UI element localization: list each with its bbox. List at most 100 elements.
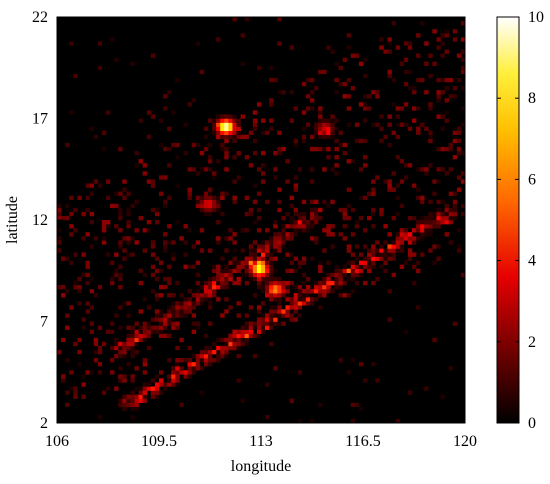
heatmap-cell	[73, 390, 78, 395]
heatmap-cell	[440, 33, 445, 38]
heatmap-cell	[346, 293, 352, 298]
heatmap-cell	[314, 207, 319, 213]
heatmap-cell	[273, 150, 278, 156]
heatmap-cell	[330, 49, 335, 54]
heatmap-cell	[232, 345, 237, 351]
heatmap-cell	[358, 272, 364, 278]
heatmap-cell	[346, 370, 352, 375]
heatmap-cell	[399, 203, 405, 209]
heatmap-cell	[314, 122, 319, 127]
heatmap-cell	[277, 130, 282, 136]
heatmap-cell	[236, 118, 241, 123]
heatmap-cell	[420, 199, 425, 205]
heatmap-cell	[171, 374, 176, 379]
heatmap-cell	[281, 284, 286, 290]
heatmap-cell	[134, 321, 139, 326]
heatmap-cell	[371, 280, 376, 286]
heatmap-cell	[175, 345, 180, 351]
heatmap-cell	[118, 211, 123, 217]
heatmap-cell	[350, 264, 356, 270]
y-tick-label: 2	[40, 415, 48, 432]
heatmap-cell	[411, 236, 417, 241]
heatmap-cell	[212, 349, 217, 355]
heatmap-cell	[293, 175, 299, 180]
heatmap-cell	[248, 256, 254, 261]
heatmap-cell	[273, 321, 278, 326]
heatmap-cell	[326, 280, 331, 286]
heatmap-cell	[387, 179, 392, 184]
heatmap-cell	[154, 394, 160, 399]
heatmap-cell	[256, 272, 262, 278]
heatmap-cell	[448, 211, 454, 217]
heatmap-cell	[460, 65, 466, 71]
heatmap-cell	[252, 321, 258, 326]
heatmap-cell	[318, 146, 323, 152]
heatmap-cell	[363, 106, 368, 111]
heatmap-cell	[236, 175, 241, 180]
heatmap-cell	[154, 268, 160, 274]
heatmap-cell	[432, 211, 437, 217]
heatmap-cell	[199, 69, 205, 75]
heatmap-cell	[220, 130, 225, 136]
heatmap-cell	[163, 106, 168, 111]
heatmap-cell	[424, 386, 429, 391]
heatmap-cell	[203, 203, 209, 209]
heatmap-cell	[277, 293, 282, 298]
heatmap-cell	[358, 215, 364, 221]
heatmap-cell	[224, 284, 229, 290]
heatmap-cell	[248, 305, 254, 310]
heatmap-cell	[322, 167, 327, 172]
heatmap-cell	[154, 390, 160, 395]
heatmap-cell	[252, 126, 258, 131]
heatmap-cell	[309, 167, 315, 172]
heatmap-cell	[375, 94, 380, 99]
heatmap-cell	[118, 341, 123, 347]
heatmap-cell	[358, 362, 364, 367]
heatmap-cell	[228, 114, 233, 119]
heatmap-cell	[326, 122, 331, 127]
heatmap-cell	[379, 252, 384, 257]
heatmap-cell	[269, 325, 274, 330]
heatmap-cell	[142, 382, 148, 387]
heatmap-cell	[61, 337, 66, 343]
heatmap-cell	[448, 146, 454, 152]
heatmap-cell	[363, 378, 368, 383]
heatmap-cell	[293, 284, 299, 290]
heatmap-cell	[318, 280, 323, 286]
heatmap-cell	[440, 77, 445, 83]
heatmap-cell	[232, 268, 237, 274]
heatmap-cell	[281, 236, 286, 241]
heatmap-cell	[346, 106, 352, 111]
heatmap-cell	[407, 163, 413, 168]
heatmap-cell	[399, 179, 405, 184]
heatmap-cell	[163, 317, 168, 322]
heatmap-cell	[424, 228, 429, 233]
heatmap-cell	[371, 211, 376, 217]
heatmap-cell	[338, 232, 343, 237]
heatmap-cell	[150, 378, 156, 383]
heatmap-cell	[375, 248, 380, 253]
heatmap-cell	[150, 252, 156, 257]
heatmap-cell	[318, 289, 323, 294]
heatmap-cell	[330, 118, 335, 123]
heatmap-cell	[110, 37, 115, 42]
heatmap-cell	[285, 252, 290, 257]
heatmap-cell	[236, 276, 241, 282]
heatmap-cell	[326, 134, 331, 140]
heatmap-cell	[236, 333, 241, 339]
heatmap-cell	[281, 228, 286, 233]
heatmap-cell	[232, 126, 237, 131]
heatmap-cell	[269, 341, 274, 347]
heatmap-cell	[61, 284, 66, 290]
heatmap-cell	[110, 280, 115, 286]
heatmap-cell	[203, 353, 209, 359]
heatmap-cell	[130, 203, 135, 209]
heatmap-cell	[110, 370, 115, 375]
heatmap-cell	[318, 118, 323, 123]
heatmap-cell	[416, 53, 421, 58]
heatmap-cell	[228, 305, 233, 310]
heatmap-cell	[379, 37, 384, 42]
heatmap-cell	[448, 240, 454, 245]
heatmap-cell	[146, 382, 152, 387]
heatmap-cell	[289, 297, 294, 302]
